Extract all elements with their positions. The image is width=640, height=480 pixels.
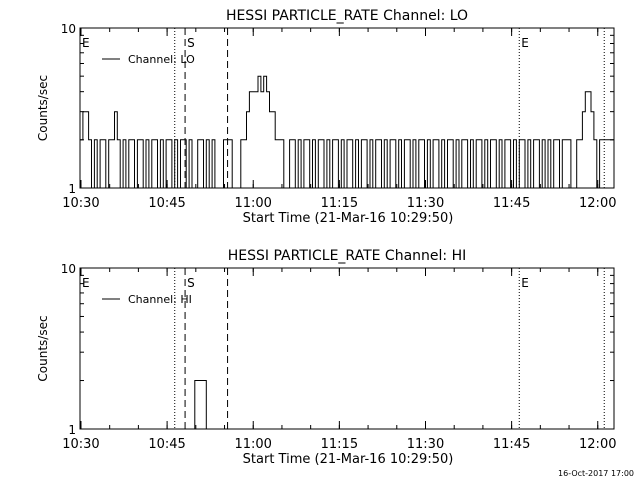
y-tick-label: 10 [61, 22, 76, 36]
x-tick-label: 11:00 [234, 437, 271, 452]
plot-frame [79, 267, 615, 430]
time-marker-label: E [521, 36, 529, 50]
x-axis-label: Start Time (21-Mar-16 10:29:50) [243, 452, 454, 467]
y-tick-label: 10 [61, 262, 76, 276]
x-tick-label: 12:00 [579, 437, 616, 452]
x-tick-label: 11:15 [321, 437, 358, 452]
x-tick-label: 11:15 [321, 196, 358, 211]
x-tick-label: 11:45 [493, 196, 530, 211]
x-tick-label: 10:30 [62, 437, 99, 452]
time-marker-label: E [521, 276, 529, 290]
y-tick-label: 1 [68, 182, 76, 196]
corner-marker-label: E [82, 36, 90, 50]
x-axis-label: Start Time (21-Mar-16 10:29:50) [243, 211, 454, 226]
y-axis-label: Counts/sec [36, 75, 50, 141]
x-tick-label: 12:00 [579, 196, 616, 211]
y-axis-label: Counts/sec [36, 315, 50, 381]
legend-label: Channel: LO [128, 53, 195, 66]
chart-title: HESSI PARTICLE_RATE Channel: LO [226, 8, 468, 24]
x-tick-label: 10:45 [148, 196, 185, 211]
plot-timestamp: 16-Oct-2017 17:00 [558, 469, 634, 478]
x-tick-label: 10:45 [148, 437, 185, 452]
time-marker-label: S [187, 276, 195, 290]
series-line-lo [80, 75, 614, 188]
panel-lo: HESSI PARTICLE_RATE Channel: LO Counts/se… [36, 8, 616, 226]
x-tick-label: 11:30 [407, 196, 444, 211]
series-line-hi [192, 380, 207, 429]
x-tick-label: 10:30 [62, 196, 99, 211]
panel-hi: HESSI PARTICLE_RATE Channel: HI Counts/se… [36, 248, 616, 467]
y-tick-label: 1 [68, 423, 76, 437]
time-marker-label: S [187, 36, 195, 50]
legend-label: Channel: HI [128, 293, 192, 306]
corner-marker-label: E [82, 276, 90, 290]
x-tick-label: 11:30 [407, 437, 444, 452]
x-tick-label: 11:00 [234, 196, 271, 211]
chart-title: HESSI PARTICLE_RATE Channel: HI [228, 248, 466, 264]
x-tick-label: 11:45 [493, 437, 530, 452]
